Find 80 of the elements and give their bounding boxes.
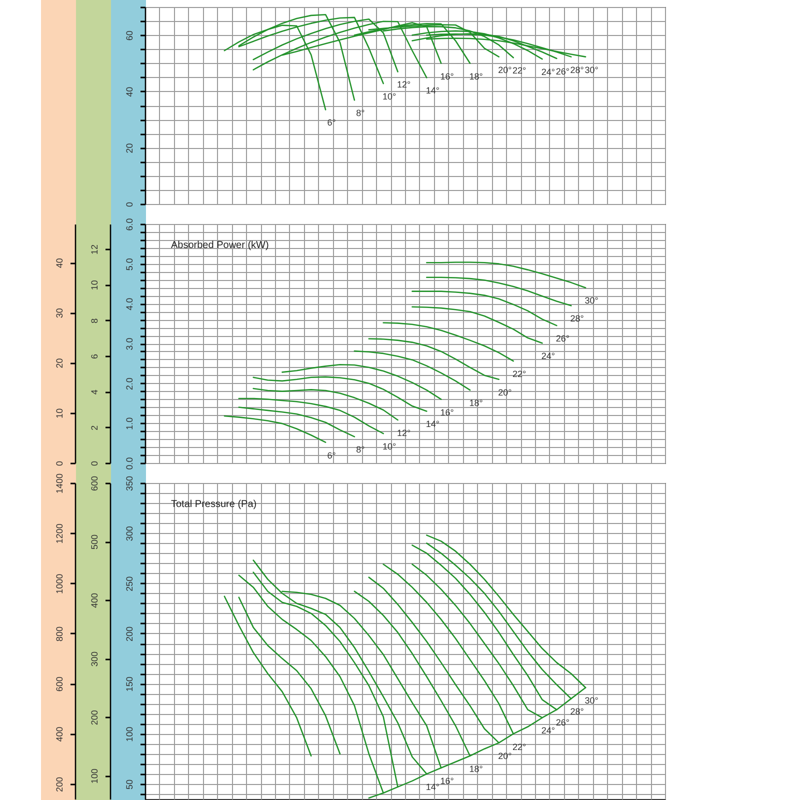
series-label: 28°: [570, 314, 584, 324]
y2-tick-label: 400: [90, 593, 100, 608]
y-tick-label: 100: [124, 726, 134, 742]
series-label: 28°: [570, 706, 584, 717]
y-tick-label: 3.0: [124, 338, 134, 350]
series-label: 14°: [426, 782, 440, 792]
series-label: 14°: [426, 419, 440, 430]
y-tick-label: 1.0: [124, 417, 134, 430]
y2-tick-label: 10: [90, 280, 100, 290]
y-tick-label: 2.0: [124, 378, 134, 390]
series-label: 16°: [440, 71, 454, 82]
series-label: 12°: [396, 80, 411, 90]
series-label: 22°: [512, 369, 527, 380]
y2-tick-label: 300: [90, 652, 100, 667]
y-tick-label: 50: [124, 779, 134, 790]
series-label: 6°: [327, 450, 336, 460]
series-label: 20°: [498, 64, 512, 75]
y2-tick-label: 12: [90, 244, 100, 254]
y3-tick-label: 600: [54, 676, 64, 692]
series-label: 26°: [556, 718, 570, 728]
y2-tick-label: 200: [90, 710, 100, 726]
y3-tick-label: 800: [54, 626, 64, 642]
y-tick-label: 40: [124, 86, 134, 97]
series-label: 30°: [584, 296, 599, 306]
series-label: 18°: [469, 764, 484, 774]
y2-tick-label: 8: [90, 318, 100, 324]
series-label: 10°: [382, 92, 397, 102]
y3-tick-label: 1200: [54, 524, 64, 544]
series-label: 16°: [440, 407, 454, 418]
series-label: 24°: [541, 351, 556, 362]
series-label: 18°: [469, 398, 484, 408]
y3-tick-label: 1000: [54, 574, 64, 594]
y2-tick-label: 0: [90, 460, 100, 466]
series-label: 6°: [327, 118, 336, 128]
y-tick-label: 200: [124, 626, 134, 642]
y2-tick-label: 4: [90, 390, 100, 395]
y-tick-label: 150: [124, 676, 134, 692]
y3-tick-label: 10: [54, 408, 64, 418]
y3-tick-label: 40: [54, 258, 64, 268]
y3-tick-label: 20: [54, 358, 64, 368]
series-label: 18°: [469, 71, 484, 82]
series-label: 24°: [541, 726, 556, 736]
series-label: 20°: [498, 750, 512, 761]
y-tick-label: 0: [124, 202, 134, 208]
text: Total Pressure (Pa): [171, 499, 257, 510]
y3-tick-label: 200: [54, 776, 64, 792]
series-label: 12°: [396, 428, 411, 438]
series-label: 8°: [356, 108, 366, 118]
y2-tick-label: 500: [90, 534, 100, 550]
series-label: 28°: [570, 64, 584, 75]
y-tick-label: 300: [124, 526, 134, 542]
y-tick-label: 350: [124, 476, 134, 492]
y-tick-label: 60: [124, 30, 134, 41]
y-tick-label: 6.0: [124, 218, 134, 231]
y2-tick-label: 600: [90, 476, 100, 492]
y-tick-label: 20: [124, 143, 134, 154]
text: Absorbed Power (kW): [171, 240, 269, 251]
y2-tick-label: 100: [90, 768, 100, 784]
series-label: 8°: [356, 444, 366, 455]
series-label: 26°: [556, 334, 570, 344]
y2-tick-label: 6: [90, 354, 100, 359]
series-label: 14°: [426, 86, 440, 96]
series-label: 30°: [584, 696, 599, 706]
series-label: 22°: [512, 742, 527, 752]
series-label: 20°: [498, 387, 512, 398]
y3-tick-label: 0: [54, 460, 64, 466]
y3-tick-label: 400: [54, 726, 64, 742]
y-tick-label: 0.0: [124, 457, 134, 470]
series-label: 30°: [584, 64, 599, 75]
series-label: 10°: [382, 442, 397, 452]
y3-tick-label: 30: [54, 308, 64, 318]
series-label: 22°: [512, 66, 527, 76]
series-label: 24°: [541, 67, 556, 78]
y-tick-label: 5.0: [124, 258, 134, 271]
series-label: 26°: [556, 66, 570, 76]
series-label: 16°: [440, 776, 454, 786]
y3-tick-label: 1400: [54, 473, 64, 494]
y-tick-label: 4.0: [124, 298, 134, 310]
y-tick-label: 250: [124, 576, 134, 592]
y2-tick-label: 2: [90, 425, 100, 430]
